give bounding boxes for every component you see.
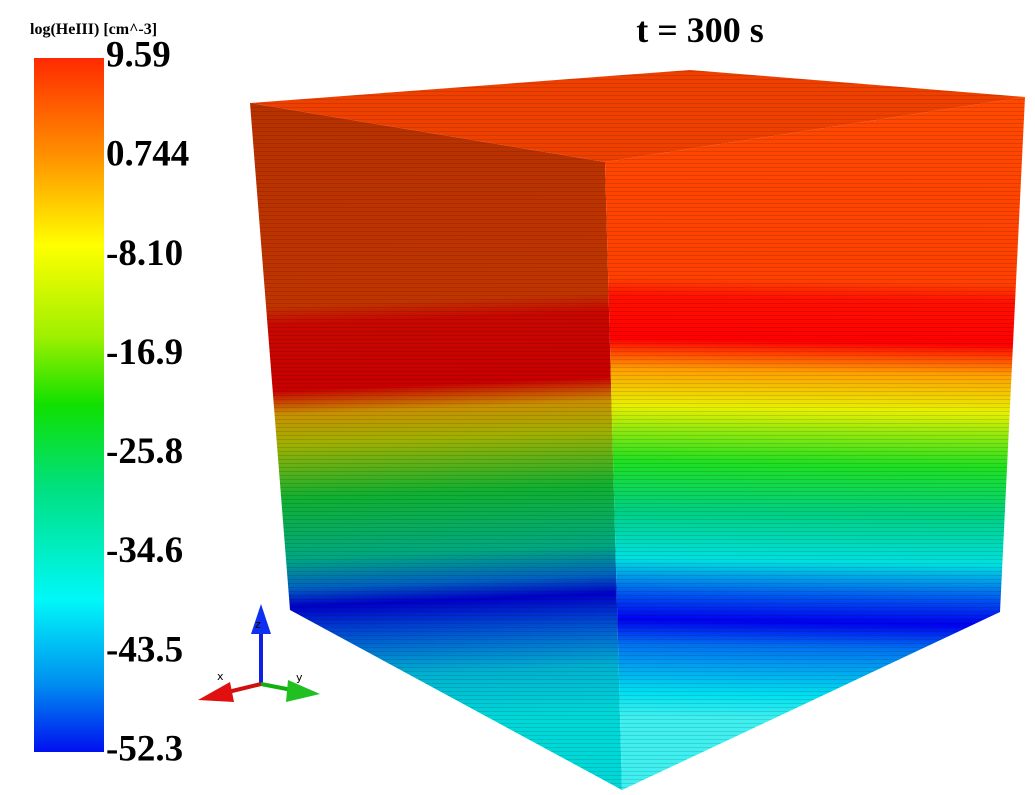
axis-triad: x y z — [198, 604, 320, 702]
colorbar-tick-label: -25.8 — [106, 431, 183, 472]
colorbar-ticks: 9.59 0.744 -8.10 -16.9 -25.8 -34.6 -43.5 -52.3 — [106, 34, 189, 769]
face-texture — [605, 97, 1025, 790]
colorbar-tick-label: -16.9 — [106, 332, 183, 373]
x-axis-label: x — [217, 670, 224, 683]
colorbar-tick-label: -8.10 — [106, 233, 183, 274]
face-texture — [250, 103, 622, 790]
z-arrow — [251, 604, 271, 634]
colorbar-tick-label: -34.6 — [106, 530, 183, 571]
colorbar-tick-label: 0.744 — [106, 134, 189, 175]
y-axis — [260, 682, 293, 692]
y-axis-label: y — [296, 671, 303, 684]
x-axis — [227, 682, 262, 694]
y-arrow — [286, 680, 320, 702]
x-arrow — [198, 682, 234, 702]
time-label: t = 300 s — [636, 10, 764, 50]
z-axis-label: z — [255, 618, 261, 631]
cube — [250, 70, 1025, 790]
face-texture — [250, 70, 1025, 162]
colorbar-title: log(HeIII) [cm^-3] — [30, 21, 157, 38]
colorbar-tick-label: 9.59 — [106, 34, 171, 75]
colorbar-tick-label: -43.5 — [106, 629, 183, 670]
colorbar-tick-label: -52.3 — [106, 728, 183, 769]
colorbar — [34, 58, 104, 752]
